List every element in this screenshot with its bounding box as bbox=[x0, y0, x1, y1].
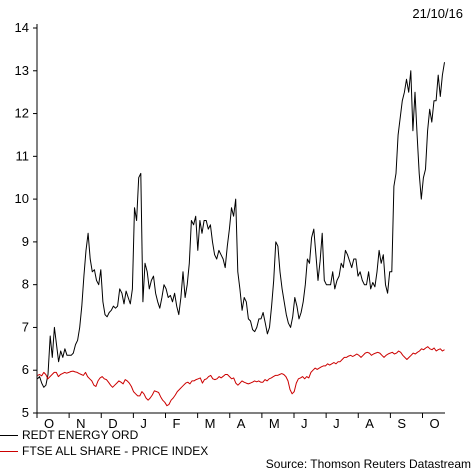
y-tick-label: 11 bbox=[16, 148, 30, 163]
x-tick-label: A bbox=[365, 416, 374, 431]
y-tick-label: 9 bbox=[22, 234, 29, 249]
x-tick-label: S bbox=[397, 416, 406, 431]
y-tick-label: 8 bbox=[22, 277, 29, 292]
x-tick-label: O bbox=[430, 416, 440, 431]
y-tick-label: 13 bbox=[15, 63, 29, 78]
x-tick-label: D bbox=[108, 416, 117, 431]
series-lines bbox=[37, 62, 445, 407]
x-tick-label: M bbox=[269, 416, 280, 431]
x-tick-label: J bbox=[140, 416, 147, 431]
x-tick-label: J bbox=[301, 416, 308, 431]
legend-label-ftse: FTSE ALL SHARE - PRICE INDEX bbox=[22, 444, 209, 458]
x-tick-label: O bbox=[44, 416, 54, 431]
y-axis: 5 6 7 8 9 10 11 12 13 14 bbox=[15, 20, 38, 420]
legend-label-redt: REDT ENERGY ORD bbox=[22, 428, 139, 442]
legend-swatch-ftse bbox=[0, 451, 18, 453]
y-tick-label: 5 bbox=[22, 405, 29, 420]
series-line-redt bbox=[37, 62, 445, 388]
x-tick-label: F bbox=[173, 416, 181, 431]
legend-item-ftse: FTSE ALL SHARE - PRICE INDEX bbox=[0, 444, 208, 458]
x-tick-label: A bbox=[237, 416, 246, 431]
y-tick-label: 10 bbox=[15, 191, 29, 206]
y-tick-label: 14 bbox=[15, 20, 29, 35]
x-tick-label: J bbox=[333, 416, 340, 431]
y-tick-label: 6 bbox=[22, 362, 29, 377]
series-line-ftse bbox=[37, 346, 445, 407]
legend-swatch-redt bbox=[0, 435, 18, 437]
legend-item-redt: REDT ENERGY ORD bbox=[0, 428, 138, 442]
y-tick-label: 7 bbox=[22, 319, 29, 334]
x-tick-label: N bbox=[76, 416, 85, 431]
y-tick-label: 12 bbox=[15, 106, 29, 121]
x-tick-label: M bbox=[205, 416, 216, 431]
source-note: Source: Thomson Reuters Datastream bbox=[265, 457, 471, 471]
date-label: 21/10/16 bbox=[412, 6, 463, 21]
